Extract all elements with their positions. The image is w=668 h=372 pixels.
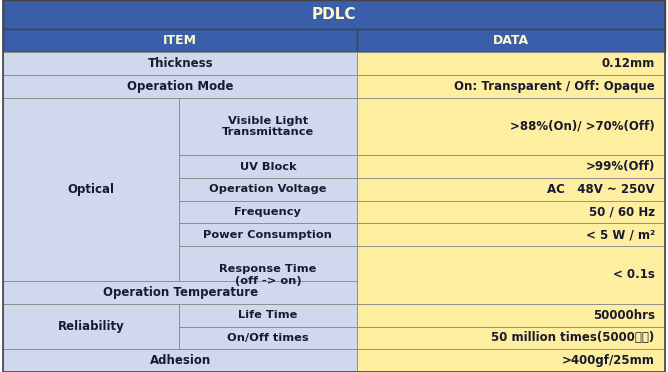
Bar bbox=[178, 178, 357, 201]
Text: On/Off times: On/Off times bbox=[227, 333, 309, 343]
Text: 0.12mm: 0.12mm bbox=[601, 57, 655, 70]
Bar bbox=[178, 304, 357, 327]
Text: Thickness: Thickness bbox=[148, 57, 213, 70]
Bar bbox=[3, 75, 357, 97]
Text: DATA: DATA bbox=[493, 34, 529, 47]
Bar bbox=[357, 327, 665, 349]
Text: AC   48V ~ 250V: AC 48V ~ 250V bbox=[547, 183, 655, 196]
Text: 50000hrs: 50000hrs bbox=[593, 309, 655, 322]
Bar bbox=[178, 97, 357, 155]
Text: < 0.1s: < 0.1s bbox=[613, 269, 655, 282]
Bar bbox=[357, 97, 665, 155]
Bar bbox=[178, 327, 357, 349]
Text: >99%(Off): >99%(Off) bbox=[585, 160, 655, 173]
Bar bbox=[178, 201, 357, 224]
Text: Reliability: Reliability bbox=[57, 320, 124, 333]
Bar bbox=[3, 281, 357, 304]
Text: Response Time
(off -> on): Response Time (off -> on) bbox=[219, 264, 317, 286]
Bar bbox=[357, 201, 665, 224]
Bar bbox=[357, 178, 665, 201]
Bar bbox=[178, 155, 357, 178]
Bar bbox=[178, 224, 357, 246]
Text: ITEM: ITEM bbox=[163, 34, 197, 47]
Text: UV Block: UV Block bbox=[240, 161, 296, 171]
Text: >400gf/25mm: >400gf/25mm bbox=[562, 354, 655, 367]
Text: < 5 W / m²: < 5 W / m² bbox=[586, 228, 655, 241]
Text: Frequency: Frequency bbox=[234, 207, 301, 217]
Text: 50 million times(5000萬次): 50 million times(5000萬次) bbox=[492, 331, 655, 344]
Text: Life Time: Life Time bbox=[238, 310, 297, 320]
Bar bbox=[357, 52, 665, 75]
Bar bbox=[357, 224, 665, 246]
Bar bbox=[178, 246, 357, 304]
Bar bbox=[357, 29, 665, 52]
Text: Optical: Optical bbox=[67, 183, 114, 196]
Text: PDLC: PDLC bbox=[312, 7, 356, 22]
Bar bbox=[3, 97, 178, 281]
Bar bbox=[3, 304, 178, 349]
Bar bbox=[3, 349, 357, 372]
Text: Visible Light
Transmittance: Visible Light Transmittance bbox=[222, 116, 314, 137]
Bar bbox=[357, 246, 665, 304]
Bar bbox=[357, 155, 665, 178]
Bar bbox=[357, 75, 665, 97]
Text: Operation Voltage: Operation Voltage bbox=[209, 185, 327, 194]
Text: Adhesion: Adhesion bbox=[150, 354, 211, 367]
Bar bbox=[3, 52, 357, 75]
Text: Operation Mode: Operation Mode bbox=[127, 80, 234, 93]
Bar bbox=[357, 349, 665, 372]
Bar bbox=[3, 29, 357, 52]
Bar bbox=[3, 0, 665, 29]
Text: On: Transparent / Off: Opaque: On: Transparent / Off: Opaque bbox=[454, 80, 655, 93]
Text: Power Consumption: Power Consumption bbox=[204, 230, 332, 240]
Text: Operation Temperature: Operation Temperature bbox=[103, 286, 258, 299]
Text: 50 / 60 Hz: 50 / 60 Hz bbox=[589, 206, 655, 218]
Bar bbox=[357, 304, 665, 327]
Text: >88%(On)/ >70%(Off): >88%(On)/ >70%(Off) bbox=[510, 120, 655, 133]
